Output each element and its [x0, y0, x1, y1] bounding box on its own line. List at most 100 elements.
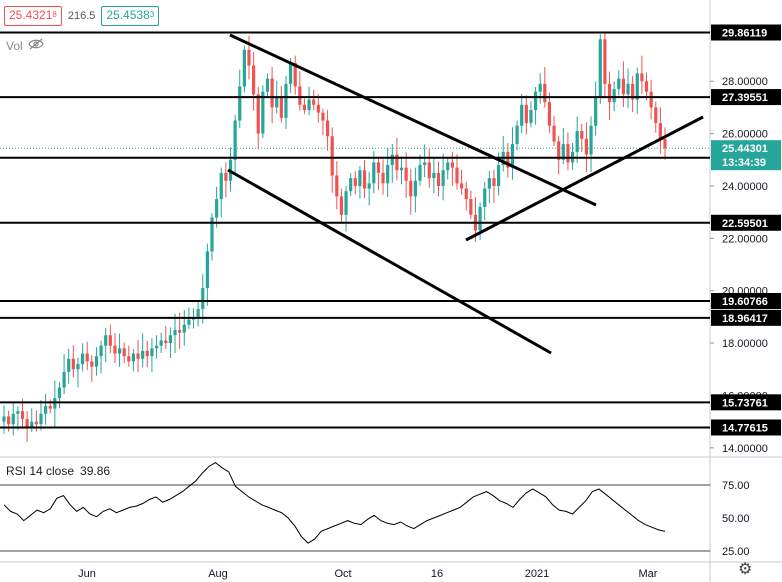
candle	[136, 339, 140, 373]
candle-body	[635, 73, 639, 100]
candle-body	[67, 358, 71, 372]
candle-body	[219, 172, 223, 200]
candle	[53, 380, 57, 427]
candle	[580, 123, 584, 152]
candle-body	[284, 83, 288, 118]
candle-body	[460, 183, 464, 189]
candle-body	[510, 144, 515, 168]
candle	[483, 182, 487, 221]
candle	[182, 310, 186, 346]
candle-body	[57, 387, 62, 399]
candle-body	[2, 416, 6, 422]
candle-body	[631, 83, 635, 100]
ask-price-main: 25.4538	[106, 8, 150, 22]
candle-body	[44, 405, 48, 414]
candle-body	[150, 348, 154, 357]
candle-body	[201, 288, 205, 310]
candle	[362, 160, 367, 198]
level-label-text: 22.59501	[722, 218, 768, 230]
candle-body	[413, 180, 417, 197]
candle	[261, 85, 265, 139]
candle	[127, 345, 131, 367]
level-label-text: 29.86119	[722, 28, 767, 40]
candle-body	[145, 350, 149, 357]
candle-body	[446, 162, 450, 171]
candle	[607, 71, 612, 121]
candle	[325, 110, 330, 151]
candle-body	[649, 91, 653, 108]
candle	[117, 333, 122, 367]
gear-icon[interactable]: ⚙	[738, 561, 753, 578]
candle-body	[654, 107, 658, 124]
candle	[543, 66, 547, 108]
candle-body	[30, 421, 34, 427]
candle-body	[90, 361, 94, 367]
volume-label: Vol	[6, 38, 23, 53]
bid-price-fraction: 8	[52, 10, 57, 19]
candle-body	[108, 335, 112, 346]
level-label-box	[711, 214, 781, 231]
candles-group	[2, 33, 667, 443]
candle	[663, 127, 667, 160]
candle	[330, 127, 334, 193]
candle-body	[450, 162, 454, 168]
candle-body	[233, 120, 237, 160]
rsi-tick-label: 50.00	[722, 513, 750, 525]
candle-body	[566, 144, 570, 163]
candle	[533, 86, 538, 125]
candle	[626, 68, 630, 109]
countdown-label: 13:34:39	[722, 157, 766, 169]
candle-body	[423, 162, 427, 166]
candle-body	[372, 162, 376, 184]
price-tick-label: 22.00000	[722, 233, 768, 245]
rsi-tick-label: 75.00	[722, 480, 750, 492]
candle-body	[617, 78, 621, 90]
candle	[164, 325, 168, 349]
candle-body	[575, 130, 579, 152]
candle	[67, 348, 71, 384]
candle-body	[487, 178, 491, 189]
ask-price-box[interactable]: 25.45383	[101, 6, 160, 26]
candle-body	[265, 78, 270, 92]
candle	[413, 167, 417, 213]
candle-body	[122, 348, 126, 357]
current-price-box	[711, 140, 781, 171]
rsi-line	[3, 461, 666, 544]
candle	[11, 403, 15, 436]
candle	[113, 333, 117, 364]
level-label-text: 18.96417	[722, 313, 768, 325]
candle	[510, 127, 515, 180]
candle	[39, 400, 43, 431]
candle-body	[178, 329, 182, 333]
candle	[529, 101, 533, 128]
candle-body	[325, 120, 330, 137]
candle	[7, 410, 11, 432]
candle-body	[557, 141, 561, 160]
candle	[515, 120, 519, 151]
candle-body	[515, 125, 519, 145]
candle	[552, 116, 556, 146]
candle-body	[612, 89, 616, 103]
candle	[381, 159, 385, 195]
candle	[589, 116, 593, 173]
candle-body	[390, 154, 394, 166]
candle-body	[210, 217, 214, 252]
candle	[487, 170, 491, 204]
bid-price-box[interactable]: 25.43218	[4, 6, 62, 26]
candle-body	[358, 170, 362, 186]
candle-body	[62, 371, 66, 388]
candle	[302, 98, 307, 114]
candle	[353, 171, 357, 195]
candle	[520, 93, 524, 134]
candle-body	[205, 251, 209, 289]
eye-crossed-icon[interactable]	[27, 38, 44, 53]
candle	[506, 143, 510, 178]
ask-price-fraction: 3	[149, 10, 155, 19]
candle-body	[215, 199, 219, 218]
candle	[455, 154, 459, 190]
levels-group: 29.8611927.3955125.0756122.5950119.60766…	[0, 24, 781, 436]
candle-body	[658, 123, 662, 139]
candle	[598, 34, 602, 104]
trendline	[229, 33, 597, 207]
